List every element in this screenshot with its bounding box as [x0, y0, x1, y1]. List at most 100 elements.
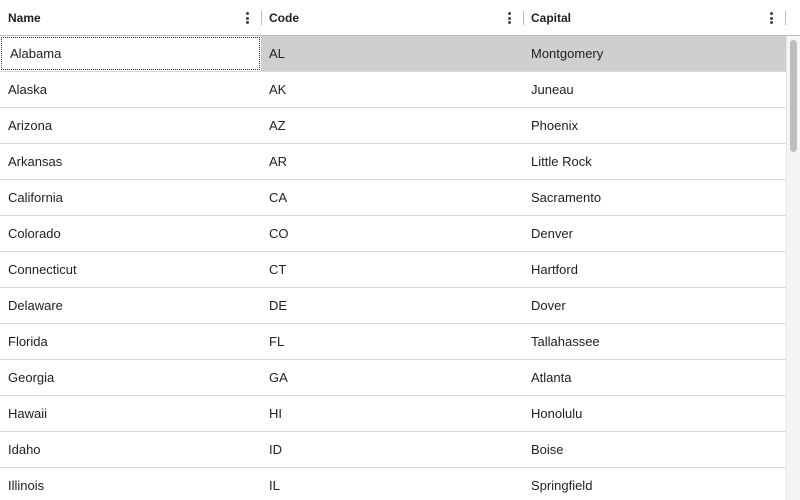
more-vert-icon[interactable] [764, 11, 778, 25]
scrollbar-thumb[interactable] [790, 40, 797, 152]
cell-text: HI [269, 406, 282, 421]
table-row[interactable]: Arizona AZ Phoenix [0, 108, 786, 144]
cell-code[interactable]: DE [261, 288, 523, 323]
table-row[interactable]: Idaho ID Boise [0, 432, 786, 468]
cell-text: Little Rock [531, 154, 592, 169]
column-resize-handle[interactable] [261, 11, 262, 25]
cell-text: IL [269, 478, 280, 493]
table-row[interactable]: Florida FL Tallahassee [0, 324, 786, 360]
cell-name[interactable]: Hawaii [0, 396, 261, 431]
cell-text: Colorado [8, 226, 61, 241]
column-header-name[interactable]: Name [0, 0, 261, 36]
table-row[interactable]: Georgia GA Atlanta [0, 360, 786, 396]
cell-code[interactable]: CA [261, 180, 523, 215]
cell-text: Alaska [8, 82, 48, 97]
cell-text: GA [269, 370, 288, 385]
cell-capital[interactable]: Phoenix [523, 108, 786, 143]
cell-text: Honolulu [531, 406, 583, 421]
cell-text: AZ [269, 118, 286, 133]
cell-text: Hartford [531, 262, 578, 277]
cell-text: Tallahassee [531, 334, 600, 349]
cell-text: Denver [531, 226, 573, 241]
cell-name[interactable]: Alabama [0, 36, 261, 71]
cell-capital[interactable]: Dover [523, 288, 786, 323]
cell-text: Idaho [8, 442, 41, 457]
cell-name[interactable]: Connecticut [0, 252, 261, 287]
grid-header: Name Code Capital [0, 0, 800, 36]
table-row[interactable]: Illinois IL Springfield [0, 468, 786, 500]
cell-capital[interactable]: Tallahassee [523, 324, 786, 359]
table-row[interactable]: Delaware DE Dover [0, 288, 786, 324]
cell-capital[interactable]: Denver [523, 216, 786, 251]
cell-code[interactable]: CO [261, 216, 523, 251]
cell-text: Juneau [531, 82, 574, 97]
cell-capital[interactable]: Montgomery [523, 36, 786, 71]
cell-text: DE [269, 298, 288, 313]
column-resize-handle[interactable] [523, 11, 524, 25]
cell-text: California [8, 190, 63, 205]
cell-code[interactable]: AL [261, 36, 523, 71]
cell-text: CT [269, 262, 287, 277]
more-vert-icon[interactable] [502, 11, 516, 25]
cell-text: FL [269, 334, 285, 349]
cell-text: Springfield [531, 478, 593, 493]
column-header-label: Capital [531, 11, 572, 25]
table-row[interactable]: California CA Sacramento [0, 180, 786, 216]
cell-text: CA [269, 190, 288, 205]
cell-text: Hawaii [8, 406, 48, 421]
column-header-code[interactable]: Code [261, 0, 523, 36]
table-row[interactable]: Alabama AL Montgomery [0, 36, 786, 72]
cell-text: Alabama [10, 46, 62, 61]
cell-text: Georgia [8, 370, 55, 385]
cell-text: AK [269, 82, 287, 97]
cell-capital[interactable]: Atlanta [523, 360, 786, 395]
cell-text: Montgomery [531, 46, 604, 61]
cell-name[interactable]: Colorado [0, 216, 261, 251]
cell-capital[interactable]: Juneau [523, 72, 786, 107]
cell-text: Atlanta [531, 370, 572, 385]
cell-name[interactable]: California [0, 180, 261, 215]
cell-code[interactable]: IL [261, 468, 523, 500]
cell-name[interactable]: Arizona [0, 108, 261, 143]
more-vert-icon[interactable] [240, 11, 254, 25]
table-row[interactable]: Colorado CO Denver [0, 216, 786, 252]
cell-text: Florida [8, 334, 48, 349]
cell-code[interactable]: HI [261, 396, 523, 431]
cell-capital[interactable]: Sacramento [523, 180, 786, 215]
cell-text: Arizona [8, 118, 53, 133]
column-resize-handle[interactable] [785, 11, 786, 25]
cell-capital[interactable]: Little Rock [523, 144, 786, 179]
cell-name[interactable]: Arkansas [0, 144, 261, 179]
table-row[interactable]: Hawaii HI Honolulu [0, 396, 786, 432]
cell-capital[interactable]: Springfield [523, 468, 786, 500]
cell-code[interactable]: CT [261, 252, 523, 287]
column-header-capital[interactable]: Capital [523, 0, 786, 36]
column-header-label: Name [8, 11, 41, 25]
cell-text: Sacramento [531, 190, 602, 205]
cell-code[interactable]: ID [261, 432, 523, 467]
cell-code[interactable]: FL [261, 324, 523, 359]
cell-capital[interactable]: Honolulu [523, 396, 786, 431]
cell-name[interactable]: Alaska [0, 72, 261, 107]
cell-text: CO [269, 226, 289, 241]
cell-text: AL [269, 46, 285, 61]
cell-text: Illinois [8, 478, 45, 493]
table-row[interactable]: Arkansas AR Little Rock [0, 144, 786, 180]
table-row[interactable]: Connecticut CT Hartford [0, 252, 786, 288]
cell-text: Delaware [8, 298, 63, 313]
cell-code[interactable]: GA [261, 360, 523, 395]
cell-name[interactable]: Florida [0, 324, 261, 359]
cell-capital[interactable]: Boise [523, 432, 786, 467]
cell-name[interactable]: Idaho [0, 432, 261, 467]
vertical-scrollbar[interactable] [786, 36, 800, 500]
table-row[interactable]: Alaska AK Juneau [0, 72, 786, 108]
cell-name[interactable]: Delaware [0, 288, 261, 323]
cell-name[interactable]: Illinois [0, 468, 261, 500]
cell-name[interactable]: Georgia [0, 360, 261, 395]
cell-code[interactable]: AK [261, 72, 523, 107]
cell-capital[interactable]: Hartford [523, 252, 786, 287]
cell-code[interactable]: AZ [261, 108, 523, 143]
column-header-label: Code [269, 11, 299, 25]
cell-code[interactable]: AR [261, 144, 523, 179]
